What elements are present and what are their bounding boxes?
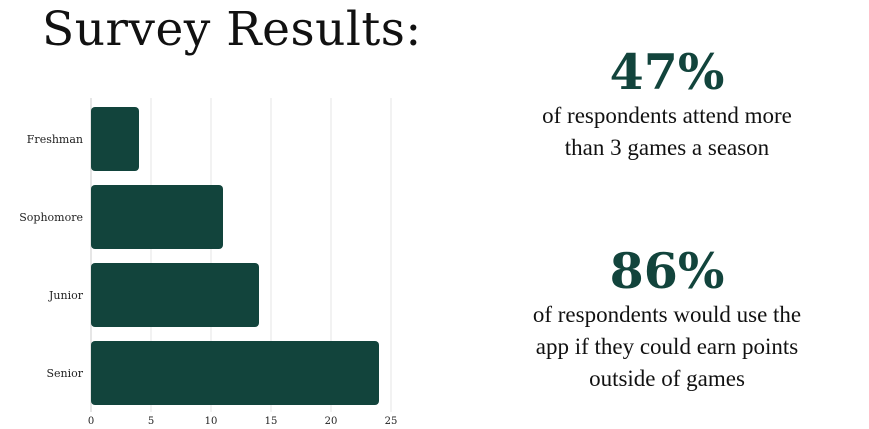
x-tick-label: 10 <box>205 416 218 425</box>
bar-sophomore <box>91 185 223 249</box>
stat-text-line: outside of games <box>589 366 745 391</box>
stat-value: 47% <box>609 43 725 101</box>
x-tick-label: 20 <box>325 416 338 425</box>
bar-senior <box>91 341 379 405</box>
stat-text-line: than 3 games a season <box>564 135 770 160</box>
x-tick-label: 15 <box>265 416 278 425</box>
category-label: Freshman <box>27 133 83 146</box>
stat-block-app-usage: 86% of respondents would use the app if … <box>497 243 837 395</box>
x-tick-label: 0 <box>88 416 94 425</box>
bar-chart: Freshman Sophomore Junior Senior 0 5 10 15 20 25 <box>19 98 398 425</box>
category-label: Sophomore <box>19 211 83 224</box>
stat-text-line: of respondents would use the <box>532 302 802 327</box>
stat-value: 86% <box>609 242 725 300</box>
category-label: Junior <box>48 289 84 302</box>
bar-junior <box>91 263 259 327</box>
stat-block-attendance: 47% of respondents attend more than 3 ga… <box>497 44 837 164</box>
x-tick-label: 5 <box>148 416 154 425</box>
stat-text-line: of respondents attend more <box>542 103 792 128</box>
x-tick-label: 25 <box>385 416 398 425</box>
page-title: Survey Results: <box>42 2 422 57</box>
category-label: Senior <box>46 367 83 380</box>
stat-text-line: app if they could earn points <box>535 334 799 359</box>
bar-freshman <box>91 107 139 171</box>
